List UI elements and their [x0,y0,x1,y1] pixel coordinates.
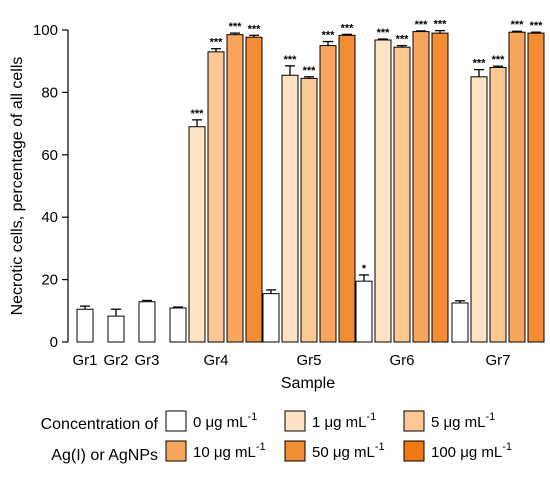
bar [207,51,225,343]
significance-label: *** [492,54,506,66]
significance-label: *** [229,21,243,33]
bar [431,32,449,343]
y-tick-label: 20 [41,272,58,289]
significance-label: *** [303,65,317,77]
bar [262,293,280,343]
legend: Concentration of Ag(I) or AgNPs 0 μg mL-… [41,410,512,464]
significance-label: *** [473,58,487,70]
significance-label: *** [284,54,298,66]
bar [138,301,156,343]
bar [76,308,94,343]
bar [374,39,392,343]
legend-label: 5 μg mL-1 [431,411,495,431]
x-tick-label: Gr3 [134,352,159,369]
bar [245,36,263,343]
x-tick-label: Gr4 [203,352,228,369]
significance-label: *** [341,22,355,34]
legend-swatch [165,410,187,432]
bar [355,280,373,343]
bar [319,45,337,343]
y-tick-label: 0 [50,334,58,351]
significance-label: *** [191,108,205,120]
legend-label: 50 μg mL-1 [312,441,385,461]
x-tick-label: Gr1 [72,352,97,369]
legend-label: 100 μg mL-1 [431,441,512,461]
bar [470,76,488,343]
bar [508,31,526,343]
bar [393,46,411,343]
legend-title-line2: Ag(I) or AgNPs [51,447,158,464]
bar [489,66,507,343]
legend-label: 0 μg mL-1 [193,411,257,431]
x-tick-label: Gr2 [103,352,128,369]
y-tick-label: 60 [41,147,58,164]
legend-label: 1 μg mL-1 [312,411,376,431]
significance-label: * [362,263,367,275]
significance-label: *** [210,37,224,49]
bar [188,126,206,343]
legend-swatch [284,410,306,432]
significance-label: *** [530,20,544,32]
bar [107,315,125,343]
x-tick-label: Gr6 [389,352,414,369]
significance-label: *** [248,23,262,35]
significance-label: *** [511,19,525,31]
legend-swatch [284,440,306,462]
bar [226,34,244,343]
x-tick-label: Gr5 [296,352,321,369]
significance-label: *** [415,19,429,31]
legend-swatch [165,440,187,462]
y-axis-title: Necrotic cells, percentage of all cells [9,57,26,316]
bar [300,77,318,343]
bar [527,32,545,343]
significance-label: *** [322,30,336,42]
bar [412,31,430,343]
y-tick-label: 100 [33,22,58,39]
significance-label: *** [377,27,391,39]
bar [281,74,299,343]
y-tick-label: 80 [41,84,58,101]
legend-swatch [403,440,425,462]
bar [169,307,187,343]
legend-swatch [403,410,425,432]
legend-title-line1: Concentration of [41,416,159,433]
x-tick-label: Gr7 [485,352,510,369]
x-axis-title: Sample [281,375,335,392]
significance-label: *** [396,34,410,46]
y-tick-label: 40 [41,209,58,226]
bar [338,34,356,343]
legend-label: 10 μg mL-1 [193,441,266,461]
bar [451,302,469,343]
significance-label: *** [434,19,448,31]
